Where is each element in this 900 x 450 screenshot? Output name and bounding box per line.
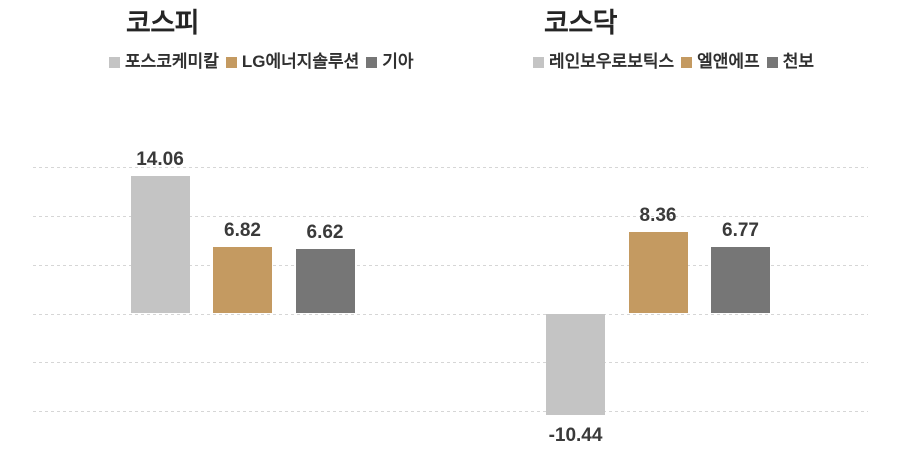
legend-item: 기아: [366, 51, 414, 73]
gridline: [33, 411, 868, 413]
bar-value-label: 6.62: [306, 221, 344, 243]
bar-포스코케미칼: [130, 176, 190, 314]
bar-value-label: 14.06: [136, 149, 184, 171]
legend-swatch-icon: [225, 56, 237, 68]
legend-item: 레인보우로보틱스: [533, 51, 674, 73]
legend-swatch-icon: [109, 56, 120, 68]
legend-swatch-icon: [766, 56, 778, 68]
bar-천보: [711, 247, 770, 314]
legend-kospi: 포스코케미칼 LG에너지솔루션 기아: [109, 51, 414, 73]
legend-label: 엘앤에프: [697, 52, 760, 71]
legend-item: 천보: [766, 51, 814, 73]
gridline: [33, 166, 868, 168]
legend-label: 천보: [782, 52, 814, 71]
bar-엘앤에프: [628, 231, 688, 314]
legend-swatch-icon: [681, 56, 693, 68]
bar-value-label: 8.36: [639, 204, 677, 226]
bar-레인보우로보틱스: [546, 313, 605, 416]
legend-item: LG에너지솔루션: [225, 51, 360, 73]
legend-item: 엘앤에프: [681, 51, 760, 73]
chart-title-kosdaq: 코스닥: [544, 8, 618, 38]
bar-기아: [295, 248, 355, 314]
legend-label: 포스코케미칼: [125, 52, 219, 71]
legend-label: 기아: [382, 52, 414, 71]
bar-value-label: -10.44: [548, 425, 603, 447]
gridline: [33, 313, 868, 315]
legend-label: 레인보우로보틱스: [549, 52, 675, 71]
chart-title-kospi: 코스피: [126, 8, 200, 38]
legend-item: 포스코케미칼: [109, 51, 219, 73]
legend-swatch-icon: [533, 56, 544, 68]
bar-value-label: 6.82: [224, 219, 261, 241]
legend-swatch-icon: [366, 56, 378, 68]
gridline: [33, 362, 868, 364]
gridline: [33, 264, 868, 266]
legend-kosdaq: 레인보우로보틱스 엘앤에프 천보: [533, 51, 814, 73]
bar-value-label: 6.77: [722, 220, 759, 242]
legend-label: LG에너지솔루션: [241, 52, 360, 71]
gridline: [33, 215, 868, 217]
bar-LG에너지솔루션: [213, 246, 272, 314]
